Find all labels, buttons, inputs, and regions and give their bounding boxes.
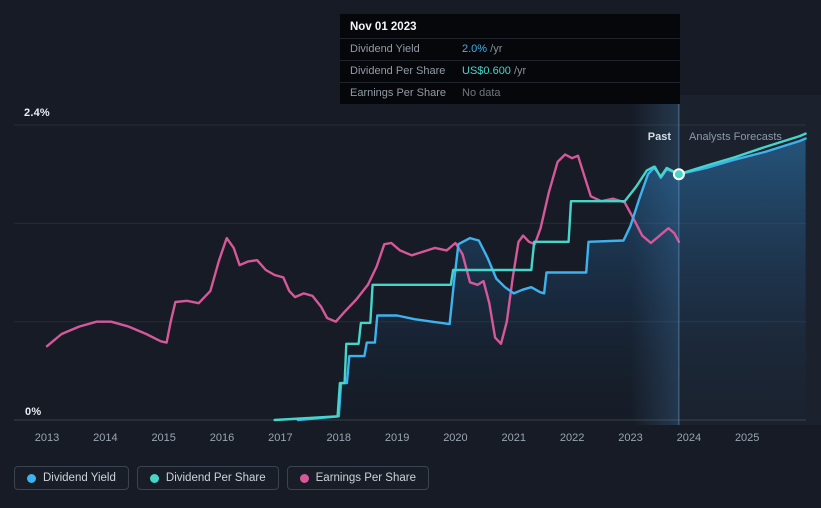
tooltip-label: Earnings Per Share <box>350 87 446 99</box>
tooltip-unit: /yr <box>510 65 527 77</box>
legend-label: Dividend Yield <box>43 472 116 484</box>
x-axis-label: 2019 <box>384 432 410 444</box>
dividend-yield-dot-icon <box>27 473 36 483</box>
legend-toggle-earnings-per-share[interactable]: Earnings Per Share <box>286 466 429 490</box>
chart-legend: Dividend Yield Dividend Per Share Earnin… <box>14 466 429 490</box>
x-axis-label: 2014 <box>93 432 118 444</box>
dividend-per-share-line <box>273 132 807 422</box>
legend-label: Dividend Per Share <box>165 472 266 484</box>
hover-marker <box>672 168 685 181</box>
tooltip-label: Dividend Per Share <box>350 65 446 77</box>
tooltip-unit: /yr <box>487 43 503 55</box>
x-axis-label: 2020 <box>443 432 468 444</box>
tooltip-row-dividend-per-share: Dividend Per Share US$0.600 /yr <box>340 60 680 82</box>
earnings-per-share-line <box>45 153 681 348</box>
x-axis-label: 2015 <box>151 432 176 444</box>
dividend-per-share-dot-icon <box>149 473 159 483</box>
tooltip-row-earnings-per-share: Earnings Per Share No data <box>340 82 680 104</box>
tooltip-value: US$0.600 <box>462 65 511 77</box>
tooltip-value: 2.0% <box>462 43 488 55</box>
legend-label: Earnings Per Share <box>315 472 416 484</box>
y-axis-label-top: 2.4% <box>24 107 50 119</box>
tooltip-label: Dividend Yield <box>350 43 420 55</box>
analysts-forecasts-label: Analysts Forecasts <box>689 131 782 143</box>
chart-tooltip: Nov 01 2023 Dividend Yield 2.0% /yr Divi… <box>340 14 680 104</box>
x-axis-label: 2018 <box>326 432 351 444</box>
past-region-label: Past <box>647 131 671 143</box>
x-axis-label: 2016 <box>209 432 235 444</box>
x-axis-label: 2025 <box>734 432 760 444</box>
legend-toggle-dividend-yield[interactable]: Dividend Yield <box>14 466 129 490</box>
x-axis-label: 2024 <box>676 432 702 444</box>
tooltip-value: No data <box>462 87 501 99</box>
x-axis-label: 2017 <box>268 432 293 444</box>
y-axis-label-bottom: 0% <box>25 406 42 418</box>
earnings-per-share-dot-icon <box>299 473 309 483</box>
x-axis-label: 2021 <box>501 432 527 444</box>
tooltip-row-dividend-yield: Dividend Yield 2.0% /yr <box>340 38 680 60</box>
x-axis-label: 2023 <box>618 432 643 444</box>
x-axis-label: 2013 <box>34 432 60 444</box>
tooltip-date: Nov 01 2023 <box>350 21 417 33</box>
legend-toggle-dividend-per-share[interactable]: Dividend Per Share <box>136 466 279 490</box>
x-axis-label: 2022 <box>559 432 585 444</box>
